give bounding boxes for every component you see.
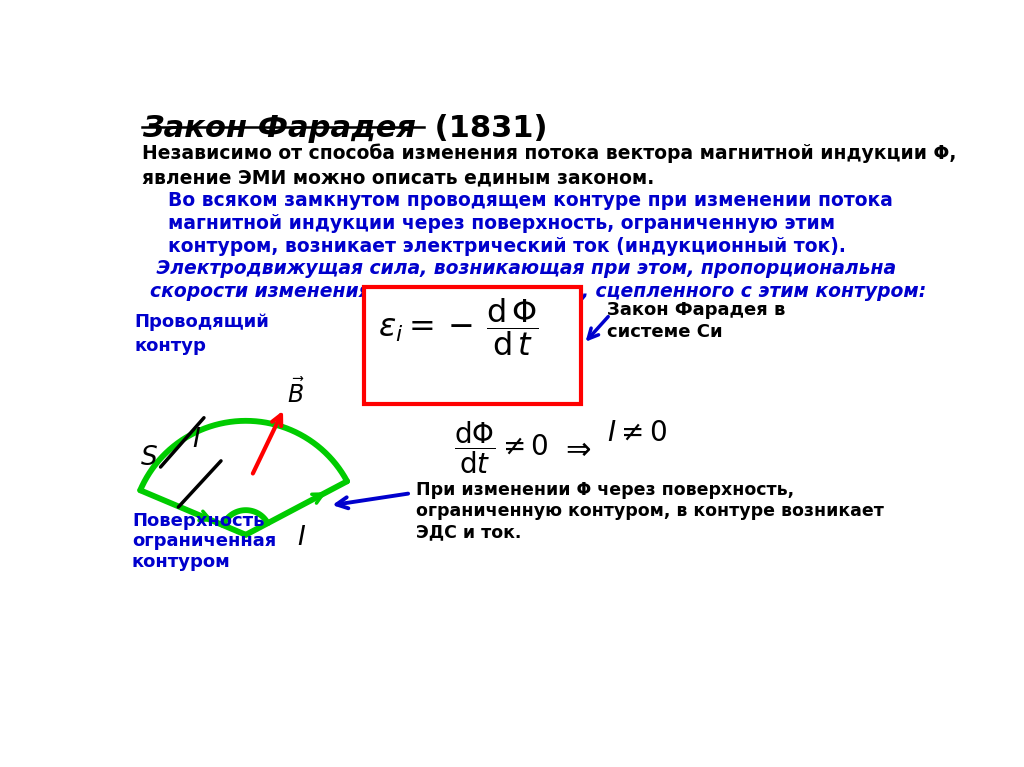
Text: Закон Фарадея в: Закон Фарадея в [607,301,785,320]
Text: ограниченную контуром, в контуре возникает: ограниченную контуром, в контуре возника… [417,502,884,520]
Text: Закон Фарадея: Закон Фарадея [142,114,416,143]
Text: контуром: контуром [132,553,230,571]
Text: явление ЭМИ можно описать единым законом.: явление ЭМИ можно описать единым законом… [142,168,654,187]
Text: $I$: $I$ [191,427,201,453]
Text: $I$: $I$ [297,525,306,551]
Text: скорости изменения магнитного потока, сцепленного с этим контуром:: скорости изменения магнитного потока, сц… [150,281,926,301]
Text: $I \neq 0$: $I \neq 0$ [607,420,667,447]
Text: (1831): (1831) [424,114,548,143]
Text: ограниченная: ограниченная [132,532,276,551]
Text: ЭДС и ток.: ЭДС и ток. [417,523,521,542]
Text: $\varepsilon_i = -\,\dfrac{\mathrm{d}\,\Phi}{\mathrm{d}\,t}$: $\varepsilon_i = -\,\dfrac{\mathrm{d}\,\… [378,296,540,358]
Text: $\vec{B}$: $\vec{B}$ [288,378,305,408]
Text: системе Си: системе Си [607,323,723,341]
Text: Проводящий
контур: Проводящий контур [134,313,269,354]
Text: Независимо от способа изменения потока вектора магнитной индукции Φ,: Независимо от способа изменения потока в… [142,143,956,163]
Text: $\Rightarrow$: $\Rightarrow$ [560,435,593,464]
Bar [365,287,582,404]
Text: Поверхность: Поверхность [132,512,264,530]
Text: $\dfrac{\mathrm{d}\Phi}{\mathrm{d}t} \neq 0$: $\dfrac{\mathrm{d}\Phi}{\mathrm{d}t} \ne… [454,420,549,476]
Text: Электродвижущая сила, возникающая при этом, пропорциональна: Электродвижущая сила, возникающая при эт… [150,259,896,278]
Text: магнитной индукции через поверхность, ограниченную этим: магнитной индукции через поверхность, ог… [168,214,836,233]
Text: Во всяком замкнутом проводящем контуре при изменении потока: Во всяком замкнутом проводящем контуре п… [168,192,893,210]
Text: контуром, возникает электрический ток (индукционный ток).: контуром, возникает электрический ток (и… [168,237,846,256]
Text: При изменении Φ через поверхность,: При изменении Φ через поверхность, [417,481,795,499]
Text: $S$: $S$ [139,446,158,472]
